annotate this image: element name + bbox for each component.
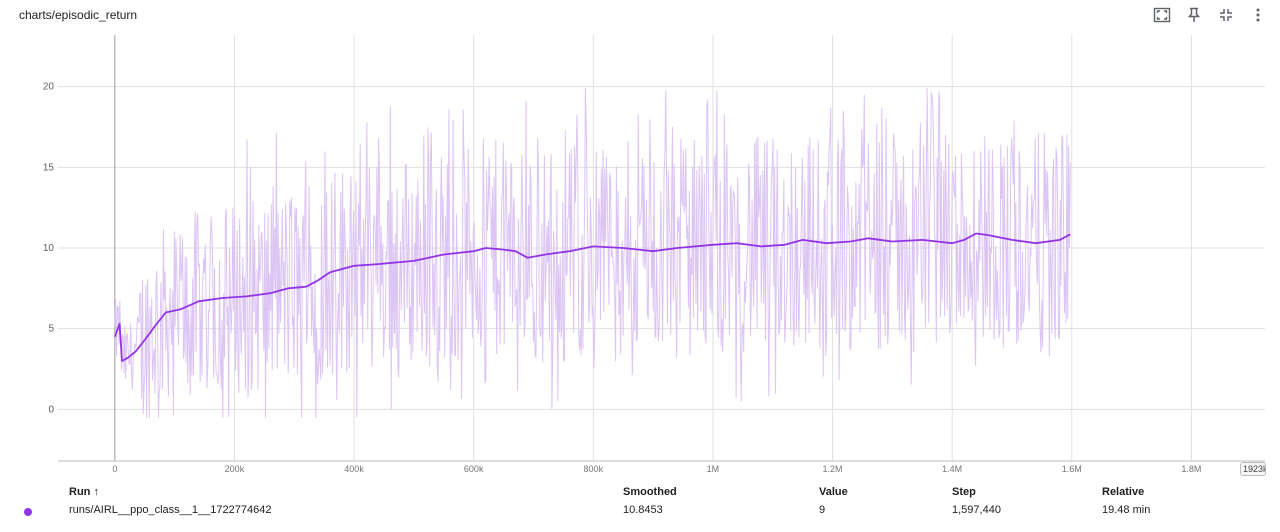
- smoothed-series-line: [113, 232, 1071, 362]
- run-value: 9: [819, 504, 826, 516]
- x-tick-label: 600k: [464, 464, 484, 474]
- more-vert-icon: [1256, 8, 1260, 22]
- x-tick-label: 1.8M: [1181, 464, 1201, 474]
- x-axis-edge-label: 1923k: [1240, 462, 1266, 476]
- x-tick-label: 400k: [344, 464, 364, 474]
- header-smoothed[interactable]: Smoothed: [623, 486, 677, 498]
- y-tick-label: 0: [48, 404, 54, 415]
- run-table: Run ↑ Smoothed Value Step Relative runs/…: [0, 486, 1280, 522]
- fullscreen-button[interactable]: [1150, 4, 1174, 26]
- pin-button[interactable]: [1182, 4, 1206, 26]
- x-tick-label: 1.4M: [942, 464, 962, 474]
- chart-title: charts/episodic_return: [19, 8, 138, 22]
- y-tick-label: 20: [43, 82, 55, 93]
- run-name: runs/AIRL__ppo_class__1__1722774642: [69, 504, 272, 516]
- run-table-header: Run ↑ Smoothed Value Step Relative: [0, 486, 1280, 504]
- x-tick-label: 800k: [584, 464, 604, 474]
- pin-icon: [1187, 7, 1201, 22]
- x-tick-label: 0: [112, 464, 117, 474]
- x-tick-label: 1.2M: [823, 464, 843, 474]
- run-step: 1,597,440: [952, 504, 1001, 516]
- fullscreen-icon: [1153, 7, 1171, 23]
- run-row[interactable]: runs/AIRL__ppo_class__1__1722774642 10.8…: [0, 504, 1280, 522]
- x-tick-label: 1M: [707, 464, 720, 474]
- line-chart[interactable]: 0 5 10 15 20 0 200k 400k 600k 800k 1M 1.2M 1.4M 1.6M 1…: [0, 0, 1280, 480]
- smoothed-series-layer: [113, 232, 1071, 362]
- more-options-button[interactable]: [1246, 4, 1270, 26]
- axes: 0 5 10 15 20 0 200k 400k 600k 800k 1M 1.2M 1.4M 1.6M 1…: [43, 82, 1265, 474]
- y-tick-label: 5: [48, 324, 54, 335]
- x-tick-label: 1.6M: [1062, 464, 1082, 474]
- run-relative: 19.48 min: [1102, 504, 1151, 516]
- header-run[interactable]: Run ↑: [69, 486, 99, 498]
- y-tick-label: 10: [43, 243, 55, 254]
- run-color-dot: [24, 508, 32, 516]
- header-relative[interactable]: Relative: [1102, 486, 1145, 498]
- fit-domain-icon: [1220, 9, 1232, 21]
- run-smoothed: 10.8453: [623, 504, 663, 516]
- raw-series-layer: [114, 87, 1071, 418]
- x-tick-label: 200k: [225, 464, 245, 474]
- header-step[interactable]: Step: [952, 486, 976, 498]
- header-value[interactable]: Value: [819, 486, 848, 498]
- fit-domain-button[interactable]: [1214, 4, 1238, 26]
- chart-toolbar: [1150, 4, 1270, 26]
- raw-series-line: [114, 87, 1071, 418]
- y-tick-label: 15: [43, 162, 55, 173]
